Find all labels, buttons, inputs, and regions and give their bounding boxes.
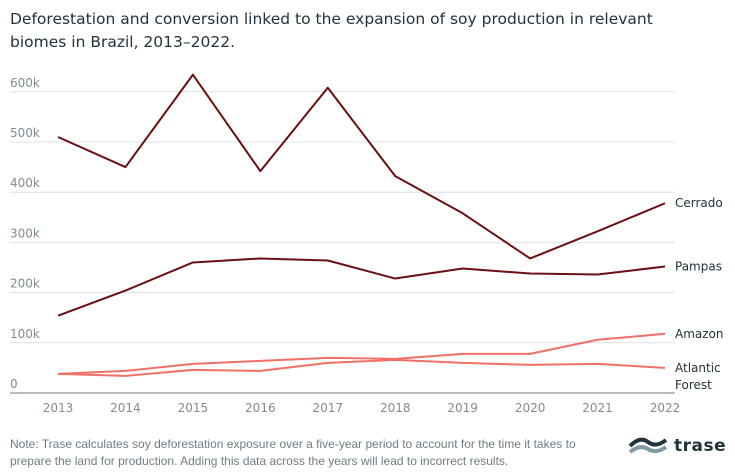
series-label: Amazon — [675, 327, 724, 341]
chart-note: Note: Trase calculates soy deforestation… — [10, 437, 576, 468]
series-line-atlantic-forest — [57, 358, 666, 377]
y-tick-label: 100k — [10, 327, 40, 341]
x-tick-label: 2022 — [650, 401, 681, 415]
x-tick-label: 2018 — [380, 401, 411, 415]
series-label: Cerrado — [675, 196, 723, 210]
y-tick-label: 0 — [10, 377, 18, 391]
line-chart: 0 100k 200k 300k 400k 500k 600k 2013 2014 2015 201… — [10, 73, 724, 415]
trase-logo-icon — [628, 437, 668, 454]
series-line-cerrado — [57, 73, 666, 260]
x-tick-label: 2017 — [313, 401, 344, 415]
series-line-pampas — [57, 257, 666, 317]
series-label: Atlantic Forest — [675, 361, 721, 392]
trase-logo-text: trase — [674, 436, 727, 456]
y-tick-label: 400k — [10, 176, 40, 190]
y-tick-label: 600k — [10, 76, 40, 90]
trase-logo: trase — [628, 436, 726, 456]
x-tick-label: 2020 — [515, 401, 546, 415]
y-tick-label: 200k — [10, 277, 40, 291]
y-tick-label: 300k — [10, 226, 40, 240]
x-tick-label: 2015 — [178, 401, 209, 415]
x-tick-label: 2016 — [245, 401, 276, 415]
series-label: Pampas — [675, 259, 722, 273]
chart-title: Deforestation and conversion linked to t… — [10, 10, 653, 51]
series-line-amazon — [57, 332, 666, 375]
x-tick-label: 2021 — [582, 401, 613, 415]
x-tick-label: 2019 — [447, 401, 478, 415]
x-tick-label: 2014 — [110, 401, 141, 415]
y-tick-label: 500k — [10, 126, 40, 140]
x-tick-label: 2013 — [43, 401, 74, 415]
